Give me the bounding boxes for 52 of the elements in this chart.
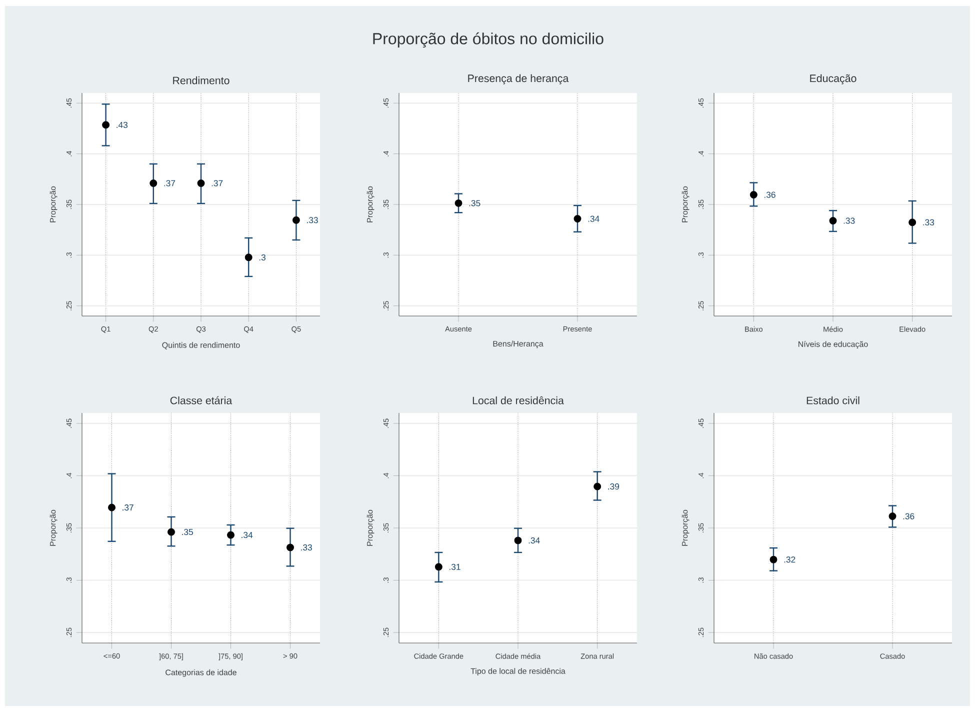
data-label: .36: [764, 192, 776, 198]
data-label: .32: [784, 556, 796, 563]
chart-title: Rendimento: [173, 76, 230, 84]
x-axis-title: Categorias de idade: [166, 669, 236, 677]
data-label: .37: [164, 180, 176, 186]
data-label: .34: [242, 532, 253, 538]
point: [108, 504, 116, 512]
data-label: .35: [182, 528, 193, 536]
y-axis-title: Proporção: [682, 186, 690, 222]
chart-title: Presença de herança: [468, 74, 569, 84]
data-label: .33: [923, 219, 934, 226]
y-axis-title: Proporção: [366, 510, 374, 546]
data-label: .39: [608, 483, 620, 490]
point: [227, 531, 234, 539]
data-label: .37: [122, 504, 134, 511]
y-axis-title: Proporção: [366, 186, 374, 222]
text: Proporção de óbitos no domicilio: [373, 32, 604, 48]
point: [168, 528, 175, 536]
point: [150, 179, 158, 187]
point: [244, 254, 252, 262]
x-axis-title: Bens/Herança: [493, 340, 544, 348]
point: [908, 218, 916, 226]
y-axis-title: Proporção: [682, 510, 690, 546]
data-label: .34: [528, 537, 540, 544]
data-label: .33: [307, 217, 318, 224]
x-axis-title: Níveis de educação: [798, 341, 868, 349]
x-axis-title: Quintis de rendimento: [162, 342, 240, 350]
chart-title: Estado civil: [806, 396, 860, 404]
x-axis-title: Tipo de local de residência: [470, 668, 566, 676]
data-label: .43: [116, 122, 128, 128]
point: [102, 121, 110, 129]
data-label: .37: [212, 180, 223, 186]
point: [434, 563, 442, 571]
point: [514, 536, 522, 544]
data-label: .36: [903, 513, 914, 520]
chart-title: Classe etária: [170, 396, 232, 404]
point: [292, 216, 300, 224]
data-label: .34: [588, 216, 600, 222]
point: [750, 191, 758, 198]
data-label: .3: [259, 254, 266, 260]
point: [286, 544, 294, 552]
point: [594, 482, 602, 490]
data-label: .35: [469, 200, 480, 206]
chart-title: Educação: [810, 74, 856, 84]
y-axis-title: Proporção: [50, 510, 58, 546]
chart-title: Local de residência: [472, 396, 564, 404]
point: [197, 179, 205, 187]
data-label: .33: [301, 544, 312, 550]
y-axis-title: Proporção: [50, 186, 58, 222]
data-label: .31: [450, 564, 460, 570]
point: [829, 216, 837, 224]
data-label: .33: [844, 218, 855, 224]
